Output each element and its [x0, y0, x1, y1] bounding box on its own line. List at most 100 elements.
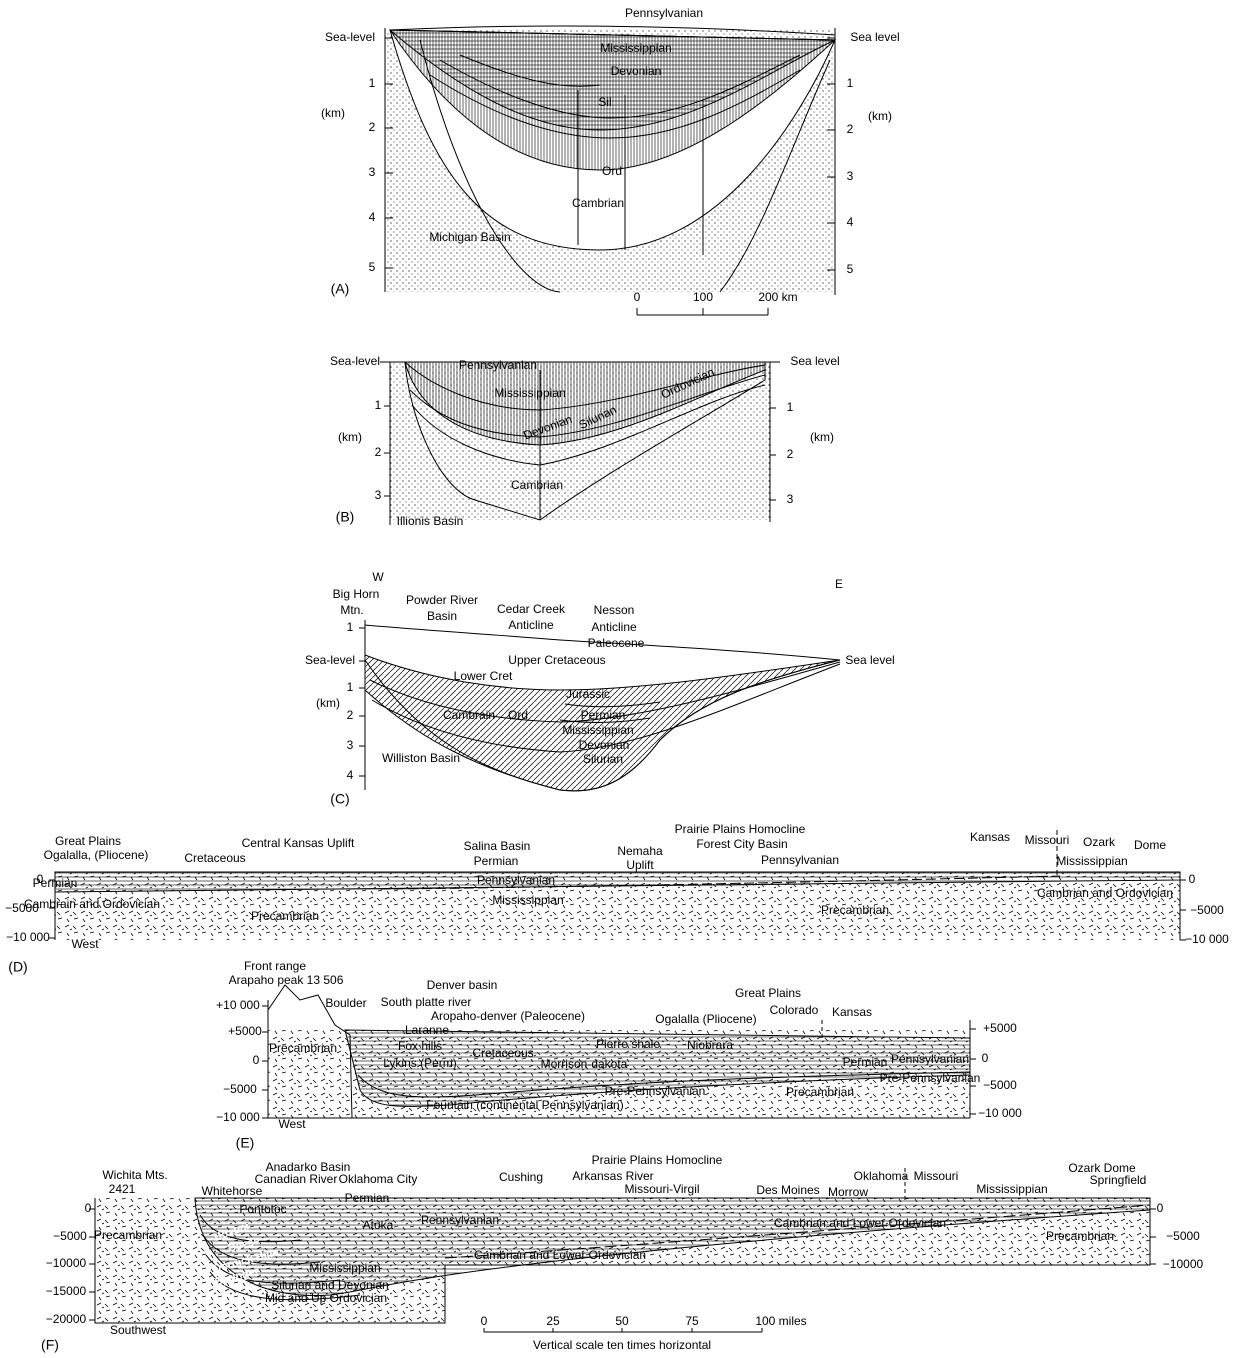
label: Whitehorse [202, 1184, 263, 1198]
label: South platte river [381, 995, 472, 1009]
label: 2 [347, 708, 354, 722]
label: Pennsylvanian [625, 6, 703, 20]
label: Precambrian [821, 903, 889, 917]
label: (km) [868, 109, 892, 123]
label: Colorado [770, 1003, 819, 1017]
label: −5000 [1190, 903, 1224, 917]
label: Pennsylvanian [761, 853, 839, 867]
label: Jurassic [566, 687, 610, 701]
label: −5000 [223, 1082, 257, 1096]
label: Mississippian [309, 1261, 380, 1275]
label: Pierre shale [596, 1037, 660, 1051]
label: 1 [375, 398, 382, 412]
label: Sea level [850, 30, 899, 44]
label: 0 [982, 1051, 989, 1065]
label: 3 [847, 169, 854, 183]
label: Mississippian [1056, 854, 1127, 868]
label: Michigan Basin [429, 230, 510, 244]
label: 100 miles [755, 1314, 806, 1328]
label: West [278, 1117, 306, 1131]
panel-b-drawing [380, 362, 780, 525]
label: −10 000 [1185, 932, 1229, 946]
label: Great Plains [55, 834, 121, 848]
label: 4 [847, 215, 854, 229]
label: Prairie Plains Homocline [592, 1153, 723, 1167]
label: Pontotoc [239, 1202, 286, 1216]
label: Central Kansas Uplift [242, 836, 355, 850]
label: Sea level [845, 653, 894, 667]
label: Illionis Basin [397, 514, 464, 528]
label: Oklahoma [854, 1169, 909, 1183]
label: Mississippian [600, 41, 671, 55]
label: Des Moines [756, 1183, 819, 1197]
label: Permian [345, 1191, 390, 1205]
label: Silurian and Devonian [271, 1278, 388, 1292]
label: 0 [85, 1201, 92, 1215]
label: 4 [369, 210, 376, 224]
label: Pre-Pennsylvanian [880, 1071, 981, 1085]
label: Springfield [1090, 1173, 1147, 1187]
label: Sea-level [305, 653, 355, 667]
label: Morrow [828, 1185, 868, 1199]
label: Pennsylvanian [421, 1213, 499, 1227]
label: Forest City Basin [696, 837, 787, 851]
label: 100 [693, 290, 713, 304]
label: −10 000 [216, 1110, 260, 1124]
label: Powder River [406, 593, 478, 607]
label: Oklahoma City [339, 1172, 418, 1186]
label: Precambrian [1046, 1229, 1114, 1243]
label: 1 [369, 76, 376, 90]
label: (km) [316, 696, 340, 710]
label: Lykins (Perm) [383, 1056, 457, 1070]
label: −5000 [983, 1078, 1017, 1092]
label: Kansas [832, 1005, 872, 1019]
label: (km) [338, 430, 362, 444]
label: Permian [581, 708, 626, 722]
label: (km) [321, 106, 345, 120]
label: Front range [244, 959, 306, 973]
label: Cretaceous [472, 1046, 533, 1060]
panel-letter: (E) [236, 1135, 255, 1151]
label: Permian [474, 854, 519, 868]
label: Sea level [790, 354, 839, 368]
label: 0 [253, 1053, 260, 1067]
label: Devonian [611, 64, 662, 78]
panel-letter: (A) [331, 281, 350, 297]
label: 0 [1157, 1201, 1164, 1215]
label: 0 [634, 290, 641, 304]
label: Boulder [325, 996, 366, 1010]
label: 1 [847, 76, 854, 90]
label: Mtn. [340, 603, 363, 617]
label: Permian [843, 1055, 888, 1069]
label: Salina Basin [464, 839, 531, 853]
label: Cedar Creek [497, 602, 566, 616]
label: 3 [347, 738, 354, 752]
label: Mid and Up Ordovician [265, 1291, 387, 1305]
label: Dome [1134, 838, 1166, 852]
label: +5000 [228, 1024, 262, 1038]
label: Upper Cretaceous [508, 653, 605, 667]
label: Morrison-dakota [541, 1057, 628, 1071]
label: −10000 [1163, 1257, 1204, 1271]
label: Williston Basin [382, 751, 460, 765]
label: 200 km [758, 290, 797, 304]
label: −5000 [1166, 1229, 1200, 1243]
label: Anticline [591, 620, 637, 634]
label: Cambrian [511, 478, 563, 492]
label: Precambrian [251, 909, 319, 923]
label: −20000 [46, 1312, 87, 1326]
label: 1 [787, 400, 794, 414]
label: −10 000 [6, 930, 50, 944]
label: 2421 [109, 1182, 136, 1196]
label: Canadian River [255, 1172, 338, 1186]
label: 2 [369, 120, 376, 134]
label: 3 [375, 488, 382, 502]
label: Ozark [1083, 835, 1116, 849]
label: Mississippian [494, 386, 565, 400]
label: −10 000 [978, 1106, 1022, 1120]
label: Pennsylvanian [477, 873, 555, 887]
label: 3 [787, 492, 794, 506]
label: Precambrian [269, 1041, 337, 1055]
label: 75 [685, 1314, 699, 1328]
label: Anticline [508, 618, 554, 632]
